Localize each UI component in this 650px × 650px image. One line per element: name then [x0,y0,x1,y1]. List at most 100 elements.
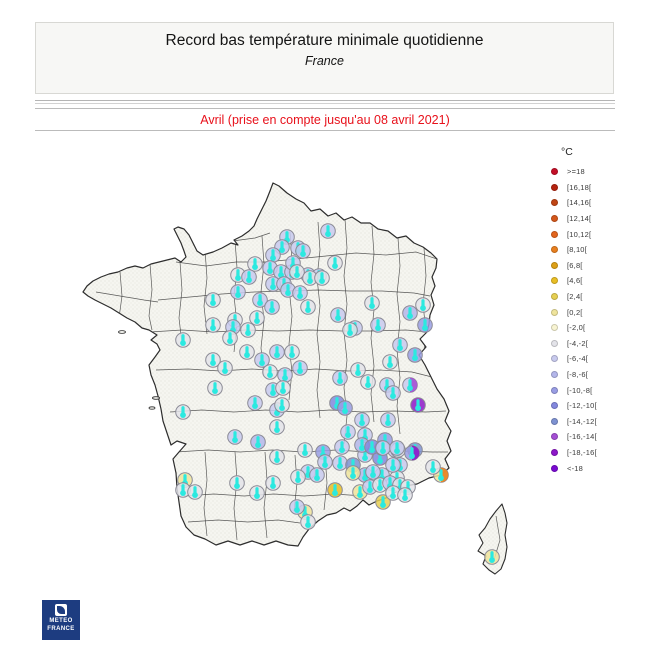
legend-row: [-2,0[ [551,320,597,336]
thermometer-icon [332,257,338,269]
thermometer-icon [365,376,371,388]
station-marker [375,494,391,510]
legend-color-dot [551,402,558,410]
station-marker [350,362,366,378]
station-marker [289,499,305,515]
station-marker [382,354,398,370]
station-marker [292,360,308,376]
legend-label: [-10,-8[ [567,385,593,395]
legend-label: [-16,-14[ [567,432,597,442]
legend-row: [2,4[ [551,289,597,305]
thermometer-icon [222,362,228,374]
thermometer-icon [420,299,426,311]
legend-row: [-16,-14[ [551,429,597,445]
thermometer-icon [279,399,285,411]
thermometer-icon [362,469,368,481]
thermometer-icon [245,324,251,336]
station-marker [332,370,348,386]
thermometer-icon [294,501,300,513]
station-marker [249,485,265,501]
legend-label: [4,6[ [567,276,583,286]
legend-color-dot [551,355,558,363]
station-marker [364,439,380,455]
station-marker [365,464,381,480]
station-marker [269,344,285,360]
thermometer-icon [307,272,313,284]
station-marker [370,317,386,333]
station-marker [265,475,281,491]
thermometer-icon [270,477,276,489]
logo-text: METEO FRANCE [42,618,80,634]
station-marker [289,264,305,280]
station-marker [327,255,343,271]
thermometer-icon [337,372,343,384]
legend-color-dot [551,293,558,301]
station-marker [354,412,370,428]
thermometer-icon [355,364,361,376]
thermometer-icon [267,366,273,378]
legend-color-dot [551,230,558,238]
legend-label: [12,14[ [567,214,592,224]
legend-row: [14,16[ [551,195,597,211]
station-marker [227,429,243,445]
legend-row: [-8,-6[ [551,367,597,383]
thermometer-icon [438,469,444,481]
station-marker [229,475,245,491]
legend-row: [10,12[ [551,226,597,242]
station-marker [230,284,246,300]
meteo-france-logo-icon [55,604,67,616]
station-marker [277,367,293,383]
thermometer-icon [394,442,400,454]
thermometer-icon [274,451,280,463]
map-legend: °C >=18 [16,18[[14,16[[12,14[[10,12[[8,10… [551,146,597,476]
station-marker [290,469,306,485]
thermometer-icon [282,369,288,381]
station-marker [402,377,418,393]
station-marker [385,385,401,401]
thermometer-icon [285,284,291,296]
station-marker [415,297,431,313]
thermometer-icon [337,457,343,469]
period-banner-text: Avril (prise en compte jusqu'au 08 avril… [200,112,450,127]
station-marker [264,299,280,315]
station-marker [327,482,343,498]
station-marker [265,247,281,263]
thermometer-icon [385,414,391,426]
thermometer-icon [192,486,198,498]
thermometer-icon [397,339,403,351]
thermometer-icon [359,439,365,451]
station-marker [407,347,423,363]
station-marker [345,465,361,481]
station-marker [175,404,191,420]
thermometer-icon [252,397,258,409]
thermometer-icon [210,354,216,366]
thermometer-icon [227,332,233,344]
legend-color-dot [551,448,558,456]
legend-color-dot [551,339,558,347]
legend-color-dot [551,261,558,269]
station-marker [247,395,263,411]
thermometer-icon [270,278,276,290]
station-marker [385,485,401,501]
legend-color-dot [551,417,558,425]
station-marker [254,352,270,368]
station-marker [342,322,358,338]
thermometer-icon [297,362,303,374]
thermometer-icon [305,301,311,313]
station-marker [380,412,396,428]
station-marker [275,380,291,396]
legend-color-dot [551,433,558,441]
station-marker [417,317,433,333]
thermometer-icon [339,441,345,453]
station-marker [295,243,311,259]
period-banner: Avril (prise en compte jusqu'au 08 avril… [35,108,615,131]
legend-label: [8,10[ [567,245,587,255]
thermometer-icon [415,399,421,411]
thermometer-icon [347,324,353,336]
station-marker [274,397,290,413]
thermometer-icon [254,312,260,324]
thermometer-icon [342,402,348,414]
station-marker [375,440,391,456]
thermometer-icon [274,346,280,358]
